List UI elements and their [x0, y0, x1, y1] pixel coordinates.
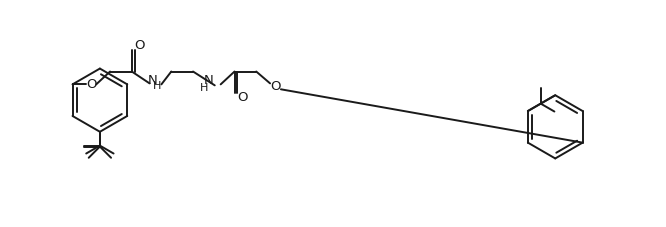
Text: H: H: [200, 83, 208, 93]
Text: N: N: [204, 74, 214, 87]
Text: O: O: [271, 80, 281, 93]
Text: N: N: [148, 74, 157, 87]
Text: O: O: [237, 91, 248, 104]
Text: H: H: [153, 81, 162, 91]
Text: O: O: [135, 39, 145, 52]
Text: O: O: [86, 78, 97, 91]
